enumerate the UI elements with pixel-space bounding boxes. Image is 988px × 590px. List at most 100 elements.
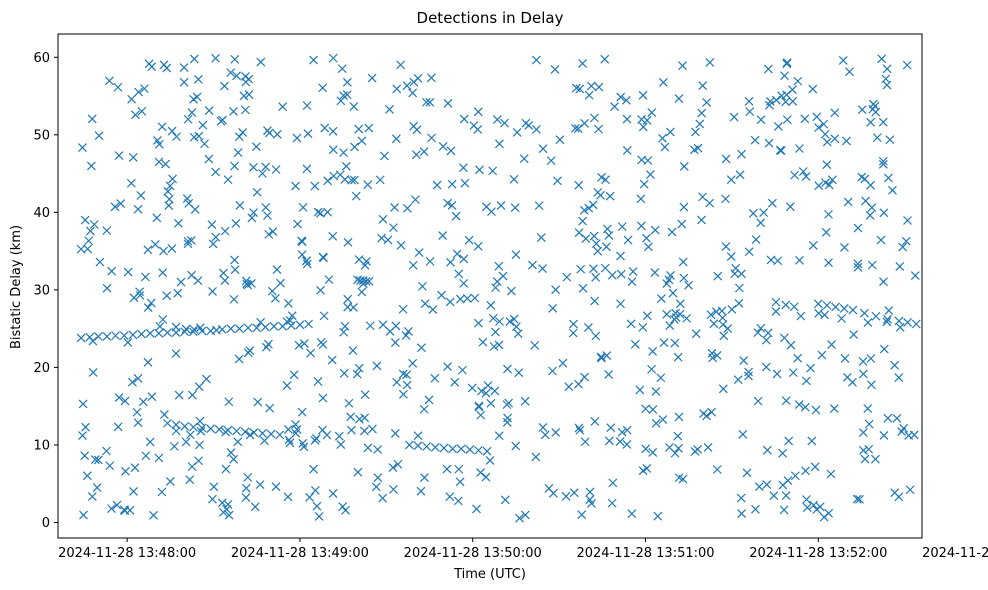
detection-point	[764, 138, 774, 148]
detection-point	[719, 331, 729, 341]
detection-point	[524, 120, 534, 130]
detection-point	[491, 327, 500, 337]
detection-point	[737, 269, 746, 279]
detection-point	[116, 199, 126, 208]
detection-point	[272, 265, 282, 274]
detection-point	[658, 133, 667, 143]
detection-point	[278, 102, 288, 112]
detection-point	[575, 425, 585, 435]
detection-point	[590, 416, 600, 426]
detection-point	[402, 81, 412, 91]
detection-point	[294, 340, 304, 350]
detection-point	[398, 369, 408, 379]
detection-point	[651, 418, 661, 428]
detection-point	[866, 380, 876, 390]
detection-point	[853, 262, 863, 272]
detection-point	[396, 240, 406, 250]
detection-point	[339, 91, 348, 100]
detection-point	[255, 480, 265, 490]
detection-point	[782, 115, 792, 125]
track-detection-point	[286, 321, 296, 330]
detection-point	[800, 402, 810, 412]
detection-point	[801, 466, 810, 476]
detection-point	[606, 423, 616, 433]
detection-point	[837, 314, 846, 323]
detection-point	[351, 191, 361, 201]
detection-point	[492, 277, 502, 287]
detection-point	[469, 121, 479, 130]
detection-point	[131, 110, 140, 120]
detection-point	[120, 396, 130, 406]
detection-point	[736, 493, 746, 503]
detection-point	[751, 235, 761, 244]
detection-point	[656, 294, 666, 303]
detection-point	[174, 218, 183, 228]
detection-point	[551, 285, 561, 295]
detection-point	[402, 370, 412, 380]
detection-point	[607, 270, 617, 280]
track-detection-point	[292, 425, 302, 434]
detection-point	[697, 108, 707, 118]
detection-point	[388, 463, 398, 472]
detection-point	[478, 337, 488, 347]
detection-point	[165, 181, 175, 191]
detection-point	[589, 231, 599, 241]
detection-point	[762, 480, 772, 490]
detection-point	[135, 290, 145, 300]
detection-point	[346, 425, 356, 435]
detection-point	[495, 317, 504, 326]
detection-point	[693, 143, 703, 153]
detection-point	[193, 276, 203, 286]
detection-point	[754, 482, 764, 492]
detection-point	[759, 208, 769, 217]
detection-point	[784, 436, 794, 446]
detection-point	[553, 176, 562, 186]
detection-point	[488, 166, 498, 176]
detection-point	[511, 322, 521, 332]
detection-point	[514, 368, 524, 378]
track-detection-point	[911, 319, 921, 329]
detection-point	[538, 144, 548, 154]
detection-point	[416, 486, 426, 496]
detection-point	[428, 305, 438, 314]
detection-point	[316, 285, 325, 295]
detection-point	[861, 196, 871, 206]
detection-point	[852, 494, 862, 504]
detection-point	[488, 313, 498, 323]
detection-point	[638, 122, 648, 132]
detection-point	[596, 190, 605, 200]
detection-point	[793, 353, 803, 363]
detection-point	[339, 327, 349, 337]
detection-point	[318, 393, 328, 403]
detection-point	[459, 114, 469, 124]
detection-point	[249, 208, 259, 217]
detection-point	[481, 472, 491, 482]
detection-point	[778, 448, 788, 458]
detection-point	[272, 129, 282, 139]
detection-point	[204, 106, 214, 116]
detection-point	[872, 133, 882, 143]
detection-point	[216, 116, 226, 126]
detection-point	[817, 350, 827, 360]
detection-point	[486, 300, 496, 310]
detection-point	[282, 381, 292, 390]
detection-point	[622, 425, 632, 435]
detection-point	[622, 440, 632, 449]
detection-point	[152, 213, 162, 223]
detection-point	[396, 60, 406, 70]
detection-point	[674, 94, 684, 103]
detection-point	[626, 319, 636, 329]
detection-point	[88, 368, 98, 377]
track-detection-point	[258, 428, 267, 438]
detection-point	[538, 422, 548, 432]
detection-point	[843, 197, 853, 207]
detection-point	[344, 398, 354, 408]
detection-point	[500, 118, 509, 128]
detection-point	[324, 275, 334, 285]
detection-point	[548, 303, 558, 313]
detection-point	[195, 440, 204, 450]
detection-point	[159, 60, 169, 70]
track-detection-point	[93, 331, 103, 341]
detection-point	[483, 381, 493, 390]
detection-point	[594, 82, 604, 92]
